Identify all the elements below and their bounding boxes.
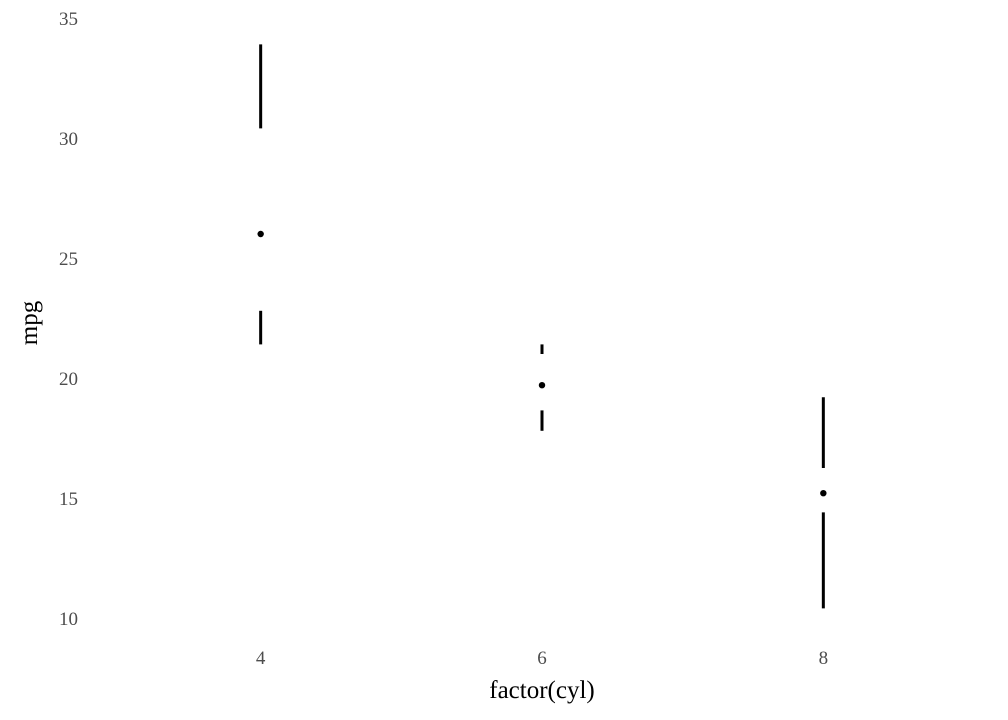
y-tick-label: 15 <box>59 489 78 510</box>
median-point <box>538 382 546 389</box>
y-axis-title: mpg <box>16 300 43 345</box>
y-tick-label: 35 <box>59 9 78 30</box>
median-point <box>820 490 827 497</box>
x-tick-label: 4 <box>256 648 266 669</box>
box-6 <box>538 344 546 431</box>
y-axis-ticks: 10 15 20 25 30 35 <box>59 9 78 630</box>
y-tick-label: 20 <box>59 369 78 390</box>
y-tick-label: 30 <box>59 129 78 150</box>
x-axis-ticks: 4 6 8 <box>256 648 828 669</box>
y-tick-label: 25 <box>59 249 78 270</box>
x-tick-label: 6 <box>537 648 547 669</box>
median-point <box>257 230 264 238</box>
box-8 <box>820 397 827 609</box>
x-tick-label: 8 <box>819 648 829 669</box>
x-axis-title: factor(cyl) <box>489 677 594 704</box>
box-marks <box>257 44 827 609</box>
y-tick-label: 10 <box>59 609 78 630</box>
box-4 <box>257 44 264 345</box>
